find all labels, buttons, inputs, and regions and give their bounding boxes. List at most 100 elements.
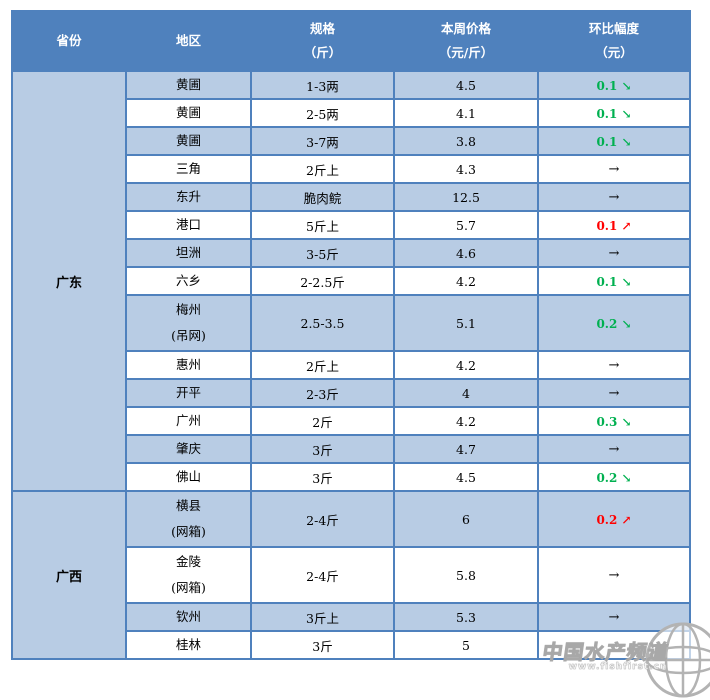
region-cell: 梅州 (吊网): [125, 294, 252, 352]
table-row: 钦州 3斤上 5.3 →: [12, 602, 691, 632]
table-row: 黄圃 2-5两 4.1 0.1 ↘: [12, 98, 691, 128]
region-cell: 横县 (网箱): [125, 490, 252, 548]
change-cell: →: [537, 546, 691, 604]
region-cell: 桂林: [125, 630, 252, 660]
table-row: 东升 脆肉鲩 12.5 →: [12, 182, 691, 212]
spec-cell: 2-3斤: [250, 378, 395, 408]
price-cell: 5.1: [393, 294, 539, 352]
change-value: 0.2 ↗: [596, 512, 632, 527]
province-cell: 广西: [11, 490, 127, 660]
change-value: 0.3 ↘: [596, 414, 632, 429]
price-cell: 4.2: [393, 350, 539, 380]
col-header-price: 本周价格 （元/斤）: [393, 10, 539, 72]
region-cell: 六乡: [125, 266, 252, 296]
header-line: 环比幅度: [588, 21, 639, 36]
header-line: 省份: [56, 33, 82, 48]
region-cell: 黄圃: [125, 98, 252, 128]
change-cell: →: [537, 182, 691, 212]
change-cell: 0.1 ↘: [537, 98, 691, 128]
spec-cell: 3斤: [250, 434, 395, 464]
table-row: 六乡 2-2.5斤 4.2 0.1 ↘: [12, 266, 691, 296]
change-value: 0.1 ↘: [596, 78, 632, 93]
region-cell: 开平: [125, 378, 252, 408]
price-cell: 4.5: [393, 462, 539, 492]
spec-cell: 3-5斤: [250, 238, 395, 268]
change-cell: 0.1 ↗: [537, 210, 691, 240]
price-cell: 6: [393, 490, 539, 548]
table-row: 黄圃 3-7两 3.8 0.1 ↘: [12, 126, 691, 156]
col-header-change: 环比幅度 （元）: [537, 10, 691, 72]
spec-cell: 2-4斤: [250, 490, 395, 548]
spec-cell: 3-7两: [250, 126, 395, 156]
province-group-guangxi: 广西 横县 (网箱) 2-4斤 6 0.2 ↗ 金陵 (网箱) 2-4斤 5.8…: [11, 490, 691, 660]
col-header-province: 省份: [11, 10, 127, 72]
change-cell: 0.1 ↘: [537, 126, 691, 156]
change-value: →: [608, 386, 620, 401]
region-cell: 金陵 (网箱): [125, 546, 252, 604]
spec-cell: 3斤: [250, 630, 395, 660]
spec-cell: 2.5-3.5: [250, 294, 395, 352]
change-value: 0.1 ↘: [596, 274, 632, 289]
price-cell: 5.3: [393, 602, 539, 632]
table-row: 开平 2-3斤 4 →: [12, 378, 691, 408]
header-line: （斤）: [303, 45, 342, 60]
header-line: 规格: [309, 21, 335, 36]
price-cell: 4.2: [393, 406, 539, 436]
change-cell: 0.1 ↘: [537, 70, 691, 100]
change-value: →: [608, 246, 620, 261]
province-cell: 广东: [11, 70, 127, 492]
change-value: →: [608, 568, 620, 583]
spec-cell: 2-4斤: [250, 546, 395, 604]
change-cell: →: [537, 350, 691, 380]
fish-price-table: 省份 地区 规格 （斤） 本周价格 （元/斤） 环比幅度 （元） 广东 黄圃 1-3两…: [11, 10, 691, 660]
table-row: 桂林 3斤 5 →: [12, 630, 691, 660]
table-row: 佛山 3斤 4.5 0.2 ↘: [12, 462, 691, 492]
region-cell: 广州: [125, 406, 252, 436]
col-header-region: 地区: [125, 10, 252, 72]
spec-cell: 3斤上: [250, 602, 395, 632]
price-cell: 3.8: [393, 126, 539, 156]
table-row: 广西 横县 (网箱) 2-4斤 6 0.2 ↗: [11, 490, 691, 660]
region-cell: 东升: [125, 182, 252, 212]
spec-cell: 5斤上: [250, 210, 395, 240]
change-cell: →: [537, 238, 691, 268]
price-cell: 4.5: [393, 70, 539, 100]
table-row: 坦洲 3-5斤 4.6 →: [12, 238, 691, 268]
region-cell: 坦洲: [125, 238, 252, 268]
change-value: →: [608, 638, 620, 653]
header-line: 本周价格: [440, 21, 491, 36]
region-cell: 肇庆: [125, 434, 252, 464]
header-line: （元）: [595, 45, 633, 60]
table-row: 港口 5斤上 5.7 0.1 ↗: [12, 210, 691, 240]
spec-cell: 2-5两: [250, 98, 395, 128]
region-cell: 黄圃: [125, 126, 252, 156]
change-value: 0.1 ↗: [596, 218, 632, 233]
spec-cell: 2-2.5斤: [250, 266, 395, 296]
change-cell: 0.1 ↘: [537, 266, 691, 296]
header-line: （元/斤）: [438, 45, 494, 60]
region-cell: 三角: [125, 154, 252, 184]
price-cell: 5.8: [393, 546, 539, 604]
price-cell: 4.1: [393, 98, 539, 128]
change-cell: →: [537, 154, 691, 184]
region-cell: 港口: [125, 210, 252, 240]
region-cell: 佛山: [125, 462, 252, 492]
change-value: 0.2 ↘: [596, 316, 632, 331]
change-cell: →: [537, 630, 691, 660]
col-header-spec: 规格 （斤）: [250, 10, 395, 72]
change-value: →: [608, 162, 620, 177]
region-cell: 黄圃: [125, 70, 252, 100]
change-value: →: [608, 442, 620, 457]
table-row: 广州 2斤 4.2 0.3 ↘: [12, 406, 691, 436]
table-row: 肇庆 3斤 4.7 →: [12, 434, 691, 464]
price-cell: 4.3: [393, 154, 539, 184]
price-cell: 4.2: [393, 266, 539, 296]
watermark-url: www.fishfirst.cn: [568, 662, 668, 673]
header-line: 地区: [175, 33, 201, 48]
change-cell: →: [537, 602, 691, 632]
province-group-guangdong: 广东 黄圃 1-3两 4.5 0.1 ↘ 黄圃 2-5两 4.1 0.1 ↘ 黄…: [11, 70, 691, 492]
spec-cell: 3斤: [250, 462, 395, 492]
spec-cell: 2斤上: [250, 350, 395, 380]
change-cell: →: [537, 434, 691, 464]
price-cell: 4.6: [393, 238, 539, 268]
